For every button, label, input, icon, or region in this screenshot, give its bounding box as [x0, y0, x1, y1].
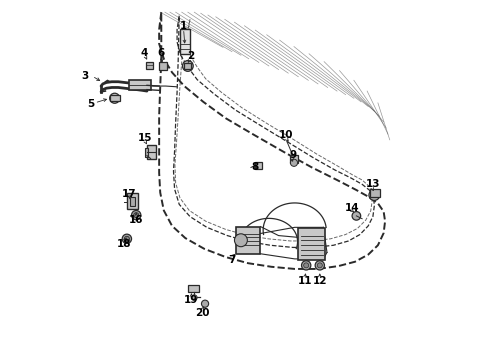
Text: 20: 20 — [195, 309, 209, 318]
FancyBboxPatch shape — [145, 62, 152, 69]
Text: 10: 10 — [278, 130, 292, 140]
FancyBboxPatch shape — [187, 285, 199, 292]
Circle shape — [122, 234, 131, 243]
Text: 3: 3 — [81, 71, 88, 81]
Circle shape — [368, 190, 379, 201]
Circle shape — [131, 211, 141, 220]
Text: 17: 17 — [122, 189, 136, 199]
FancyBboxPatch shape — [290, 155, 297, 163]
FancyBboxPatch shape — [129, 80, 150, 90]
FancyBboxPatch shape — [298, 228, 325, 260]
Text: 11: 11 — [297, 276, 311, 286]
Text: 5: 5 — [87, 99, 95, 109]
Circle shape — [133, 213, 139, 218]
FancyBboxPatch shape — [159, 62, 167, 69]
Text: 1: 1 — [180, 21, 187, 31]
FancyBboxPatch shape — [184, 63, 191, 69]
Text: 19: 19 — [184, 295, 198, 305]
Text: 15: 15 — [137, 133, 152, 143]
Circle shape — [201, 300, 208, 307]
Circle shape — [290, 159, 297, 166]
Circle shape — [191, 295, 197, 301]
FancyBboxPatch shape — [147, 145, 155, 159]
Text: 14: 14 — [344, 203, 359, 213]
FancyBboxPatch shape — [110, 95, 120, 101]
Text: 2: 2 — [187, 51, 194, 61]
FancyBboxPatch shape — [254, 162, 261, 169]
FancyBboxPatch shape — [180, 30, 190, 54]
Circle shape — [124, 236, 129, 241]
Circle shape — [301, 261, 310, 270]
FancyBboxPatch shape — [235, 226, 260, 253]
Text: 6: 6 — [157, 48, 164, 58]
Circle shape — [317, 263, 322, 268]
Text: 8: 8 — [251, 162, 258, 172]
FancyBboxPatch shape — [129, 197, 135, 206]
Text: 12: 12 — [312, 276, 326, 286]
Circle shape — [303, 263, 308, 268]
Text: 9: 9 — [289, 150, 296, 160]
Text: 4: 4 — [140, 48, 147, 58]
FancyBboxPatch shape — [126, 193, 137, 210]
Circle shape — [182, 60, 193, 71]
Circle shape — [351, 212, 360, 220]
Circle shape — [109, 93, 120, 103]
FancyBboxPatch shape — [369, 189, 379, 197]
Text: 16: 16 — [129, 215, 143, 225]
Text: 18: 18 — [116, 239, 131, 249]
Circle shape — [314, 261, 324, 270]
Text: 7: 7 — [228, 255, 235, 265]
FancyBboxPatch shape — [144, 148, 148, 157]
Circle shape — [234, 234, 247, 247]
Text: 13: 13 — [365, 179, 379, 189]
